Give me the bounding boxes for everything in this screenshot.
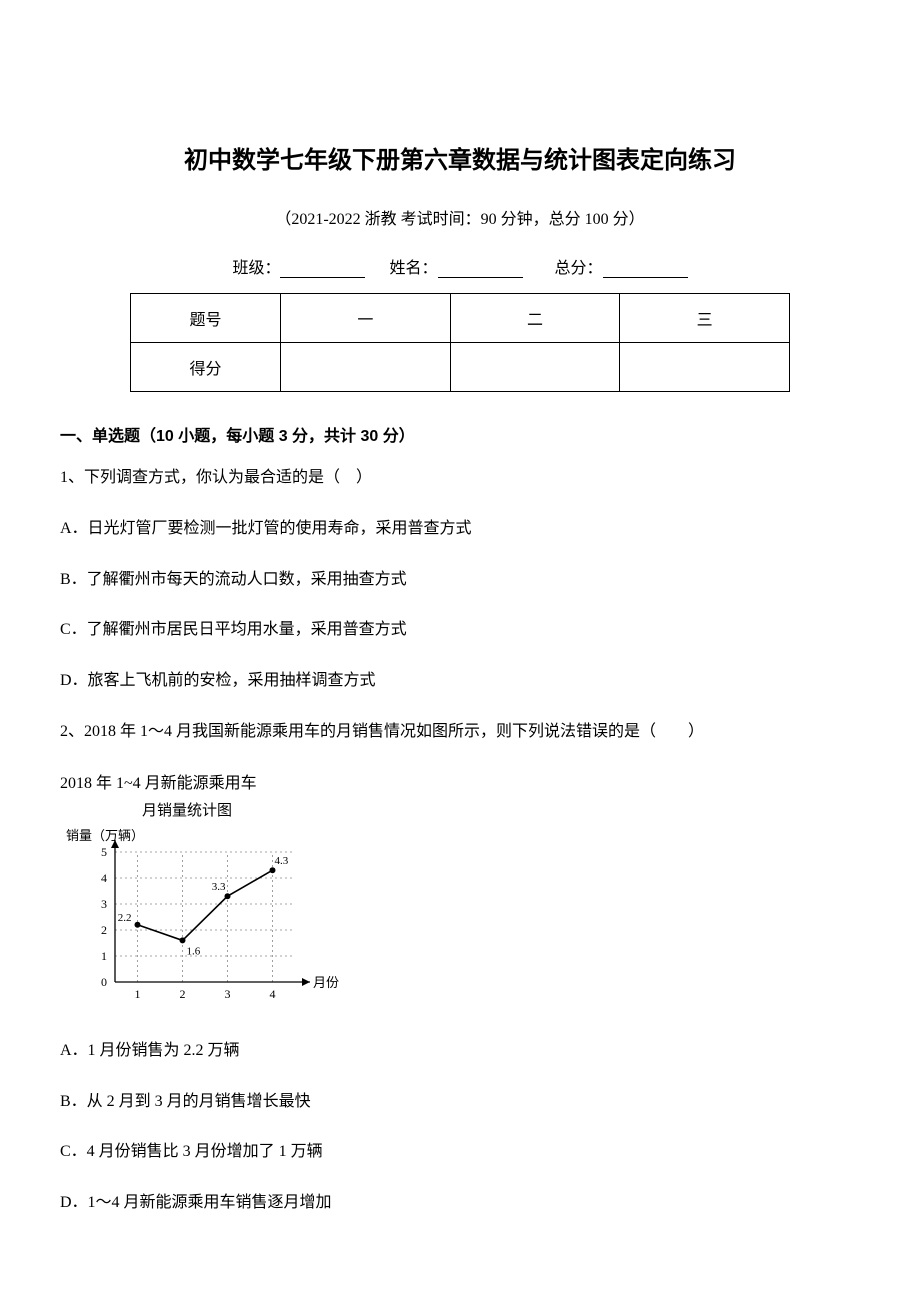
svg-text:1: 1 bbox=[101, 949, 107, 963]
svg-text:4: 4 bbox=[101, 871, 107, 885]
question-2-option-b: B．从 2 月到 3 月的月销售增长最快 bbox=[60, 1088, 860, 1117]
class-blank bbox=[280, 260, 365, 278]
q2-chart: 2018 年 1~4 月新能源乘用车 月销量统计图 0 1 2 3 4 5 1 2 3 4 2.2 1… bbox=[60, 769, 860, 1012]
name-label: 姓名： bbox=[389, 254, 437, 278]
score-table: 题号 一 二 三 得分 bbox=[130, 293, 790, 392]
svg-text:4: 4 bbox=[270, 987, 276, 1001]
question-2-stem: 2、2018 年 1～4 月我国新能源乘用车的月销售情况如图所示，则下列说法错误… bbox=[60, 718, 860, 747]
score-cell bbox=[450, 343, 620, 392]
info-row: 班级： 姓名： 总分： bbox=[60, 254, 860, 278]
page-subtitle: （2021-2022 浙教 考试时间：90 分钟，总分 100 分） bbox=[60, 205, 860, 229]
chart-title-line2: 月销量统计图 bbox=[60, 799, 860, 820]
total-label: 总分： bbox=[555, 254, 603, 278]
score-label-cell: 得分 bbox=[131, 343, 281, 392]
chart-title-line1: 2018 年 1~4 月新能源乘用车 bbox=[60, 769, 860, 793]
col-cell: 二 bbox=[450, 294, 620, 343]
question-1-option-a: A．日光灯管厂要检测一批灯管的使用寿命，采用普查方式 bbox=[60, 515, 860, 544]
svg-text:3: 3 bbox=[225, 987, 231, 1001]
score-cell bbox=[281, 343, 451, 392]
section-heading: 一、单选题（10 小题，每小题 3 分，共计 30 分） bbox=[60, 422, 860, 446]
question-2-option-a: A．1 月份销售为 2.2 万辆 bbox=[60, 1037, 860, 1066]
svg-text:销量（万辆）: 销量（万辆） bbox=[66, 828, 144, 843]
svg-text:1: 1 bbox=[135, 987, 141, 1001]
svg-text:1.6: 1.6 bbox=[187, 945, 201, 957]
question-1-option-c: C．了解衢州市居民日平均用水量，采用普查方式 bbox=[60, 616, 860, 645]
question-2-option-c: C．4 月份销售比 3 月份增加了 1 万辆 bbox=[60, 1138, 860, 1167]
class-label: 班级： bbox=[232, 254, 280, 278]
svg-text:3.3: 3.3 bbox=[212, 881, 226, 893]
svg-text:2: 2 bbox=[180, 987, 186, 1001]
svg-text:2: 2 bbox=[101, 923, 107, 937]
score-cell bbox=[620, 343, 790, 392]
question-1-option-b: B．了解衢州市每天的流动人口数，采用抽查方式 bbox=[60, 566, 860, 595]
svg-text:4.3: 4.3 bbox=[275, 855, 289, 867]
question-2-option-d: D．1～4 月新能源乘用车销售逐月增加 bbox=[60, 1189, 860, 1218]
name-blank bbox=[438, 260, 523, 278]
page-title: 初中数学七年级下册第六章数据与统计图表定向练习 bbox=[60, 140, 860, 175]
table-row: 得分 bbox=[131, 343, 790, 392]
header-cell: 题号 bbox=[131, 294, 281, 343]
svg-text:月份: 月份 bbox=[313, 975, 339, 990]
col-cell: 三 bbox=[620, 294, 790, 343]
col-cell: 一 bbox=[281, 294, 451, 343]
table-row: 题号 一 二 三 bbox=[131, 294, 790, 343]
question-1-stem: 1、下列调查方式，你认为最合适的是（ ） bbox=[60, 464, 860, 493]
total-blank bbox=[603, 260, 688, 278]
svg-text:5: 5 bbox=[101, 845, 107, 859]
svg-text:2.2: 2.2 bbox=[118, 912, 132, 924]
line-chart-svg: 0 1 2 3 4 5 1 2 3 4 2.2 1.6 3.3 4.3 销量（万辆） 月份 bbox=[60, 822, 340, 1012]
svg-text:3: 3 bbox=[101, 897, 107, 911]
svg-text:0: 0 bbox=[101, 975, 107, 989]
question-1-option-d: D．旅客上飞机前的安检，采用抽样调查方式 bbox=[60, 667, 860, 696]
